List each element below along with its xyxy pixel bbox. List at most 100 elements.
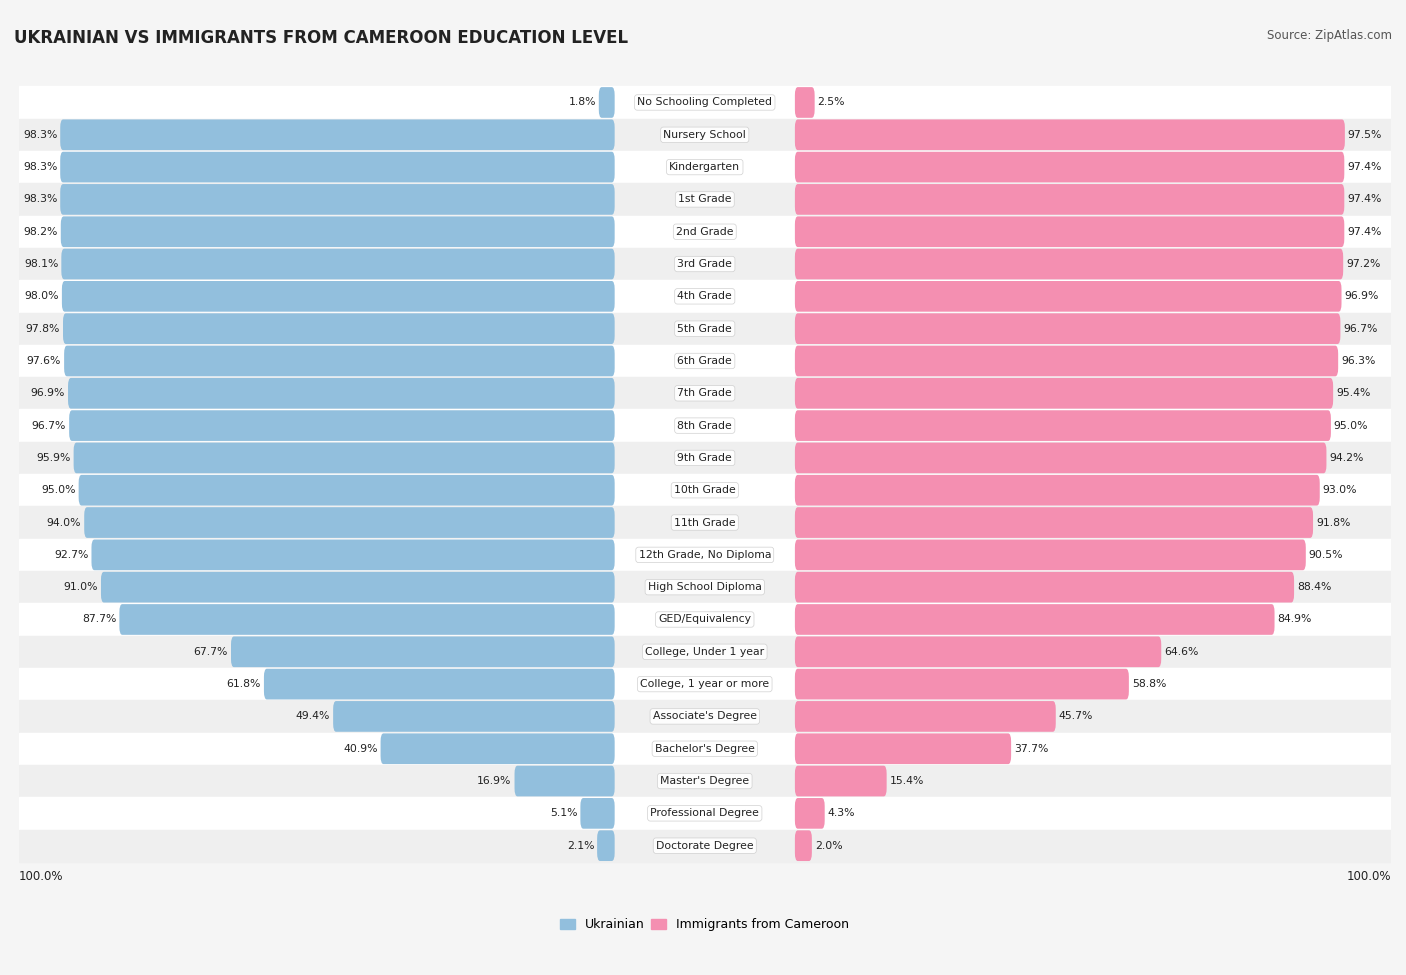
Text: 61.8%: 61.8% <box>226 680 262 689</box>
Text: 87.7%: 87.7% <box>82 614 117 624</box>
Text: 6th Grade: 6th Grade <box>678 356 733 366</box>
Text: 95.9%: 95.9% <box>37 453 70 463</box>
FancyBboxPatch shape <box>599 87 614 118</box>
Bar <box>18 700 1391 732</box>
Bar <box>18 668 1391 700</box>
FancyBboxPatch shape <box>794 378 1333 409</box>
Bar <box>18 151 1391 183</box>
Text: 8th Grade: 8th Grade <box>678 420 733 431</box>
Bar <box>18 636 1391 668</box>
FancyBboxPatch shape <box>794 313 1340 344</box>
Text: 97.4%: 97.4% <box>1347 162 1382 173</box>
Text: 49.4%: 49.4% <box>295 712 330 722</box>
FancyBboxPatch shape <box>794 798 825 829</box>
Text: 12th Grade, No Diploma: 12th Grade, No Diploma <box>638 550 770 560</box>
Text: 5th Grade: 5th Grade <box>678 324 733 333</box>
Text: Doctorate Degree: Doctorate Degree <box>657 840 754 850</box>
FancyBboxPatch shape <box>60 152 614 182</box>
Text: 9th Grade: 9th Grade <box>678 453 733 463</box>
FancyBboxPatch shape <box>794 701 1056 732</box>
Text: 1st Grade: 1st Grade <box>678 194 731 205</box>
FancyBboxPatch shape <box>794 87 814 118</box>
Bar <box>18 183 1391 215</box>
Text: 2.5%: 2.5% <box>817 98 845 107</box>
Bar <box>18 119 1391 151</box>
Text: College, 1 year or more: College, 1 year or more <box>640 680 769 689</box>
Text: 95.0%: 95.0% <box>41 486 76 495</box>
FancyBboxPatch shape <box>581 798 614 829</box>
Legend: Ukrainian, Immigrants from Cameroon: Ukrainian, Immigrants from Cameroon <box>555 914 855 936</box>
Text: 67.7%: 67.7% <box>194 646 228 657</box>
FancyBboxPatch shape <box>60 119 614 150</box>
Bar <box>18 410 1391 442</box>
Text: 5.1%: 5.1% <box>550 808 578 818</box>
Text: 1.8%: 1.8% <box>568 98 596 107</box>
Text: 92.7%: 92.7% <box>55 550 89 560</box>
FancyBboxPatch shape <box>794 539 1306 570</box>
Text: 64.6%: 64.6% <box>1164 646 1198 657</box>
Text: College, Under 1 year: College, Under 1 year <box>645 646 765 657</box>
FancyBboxPatch shape <box>62 249 614 280</box>
Bar <box>18 604 1391 636</box>
Text: 97.4%: 97.4% <box>1347 194 1382 205</box>
FancyBboxPatch shape <box>598 831 614 861</box>
FancyBboxPatch shape <box>62 281 614 312</box>
Text: Associate's Degree: Associate's Degree <box>652 712 756 722</box>
Bar <box>18 506 1391 539</box>
Text: Bachelor's Degree: Bachelor's Degree <box>655 744 755 754</box>
Bar <box>18 345 1391 377</box>
Text: 96.7%: 96.7% <box>32 420 66 431</box>
Text: Kindergarten: Kindergarten <box>669 162 741 173</box>
FancyBboxPatch shape <box>794 475 1320 506</box>
Text: 98.1%: 98.1% <box>24 259 59 269</box>
FancyBboxPatch shape <box>231 637 614 667</box>
Bar <box>18 571 1391 604</box>
FancyBboxPatch shape <box>794 637 1161 667</box>
Text: 16.9%: 16.9% <box>477 776 512 786</box>
FancyBboxPatch shape <box>79 475 614 506</box>
Text: Source: ZipAtlas.com: Source: ZipAtlas.com <box>1267 29 1392 42</box>
FancyBboxPatch shape <box>794 669 1129 699</box>
Text: 2.1%: 2.1% <box>567 840 595 850</box>
FancyBboxPatch shape <box>794 249 1343 280</box>
FancyBboxPatch shape <box>65 345 614 376</box>
Text: 40.9%: 40.9% <box>343 744 378 754</box>
FancyBboxPatch shape <box>794 345 1339 376</box>
FancyBboxPatch shape <box>794 733 1011 764</box>
Text: 97.5%: 97.5% <box>1348 130 1382 139</box>
Bar <box>18 765 1391 798</box>
Text: 94.2%: 94.2% <box>1329 453 1364 463</box>
Bar <box>18 830 1391 862</box>
Bar <box>18 280 1391 313</box>
FancyBboxPatch shape <box>794 831 811 861</box>
FancyBboxPatch shape <box>794 410 1331 441</box>
Bar <box>18 313 1391 345</box>
Bar <box>18 87 1391 119</box>
Text: 98.3%: 98.3% <box>22 162 58 173</box>
Text: Nursery School: Nursery School <box>664 130 747 139</box>
Text: Master's Degree: Master's Degree <box>661 776 749 786</box>
Bar <box>18 539 1391 571</box>
Text: No Schooling Completed: No Schooling Completed <box>637 98 772 107</box>
Text: 4th Grade: 4th Grade <box>678 292 733 301</box>
Text: 100.0%: 100.0% <box>18 870 63 883</box>
Text: 95.4%: 95.4% <box>1336 388 1371 399</box>
FancyBboxPatch shape <box>101 571 614 603</box>
Text: 93.0%: 93.0% <box>1323 486 1357 495</box>
Bar <box>18 215 1391 248</box>
FancyBboxPatch shape <box>794 571 1294 603</box>
Text: 58.8%: 58.8% <box>1132 680 1166 689</box>
FancyBboxPatch shape <box>794 443 1326 473</box>
Text: 2.0%: 2.0% <box>814 840 842 850</box>
Bar <box>18 474 1391 506</box>
FancyBboxPatch shape <box>794 216 1344 247</box>
Text: 15.4%: 15.4% <box>890 776 924 786</box>
Text: 97.2%: 97.2% <box>1346 259 1381 269</box>
Text: 96.9%: 96.9% <box>1344 292 1379 301</box>
FancyBboxPatch shape <box>69 410 614 441</box>
Text: 88.4%: 88.4% <box>1296 582 1331 592</box>
Text: 11th Grade: 11th Grade <box>673 518 735 527</box>
Bar <box>18 732 1391 765</box>
FancyBboxPatch shape <box>794 281 1341 312</box>
Text: 37.7%: 37.7% <box>1014 744 1049 754</box>
